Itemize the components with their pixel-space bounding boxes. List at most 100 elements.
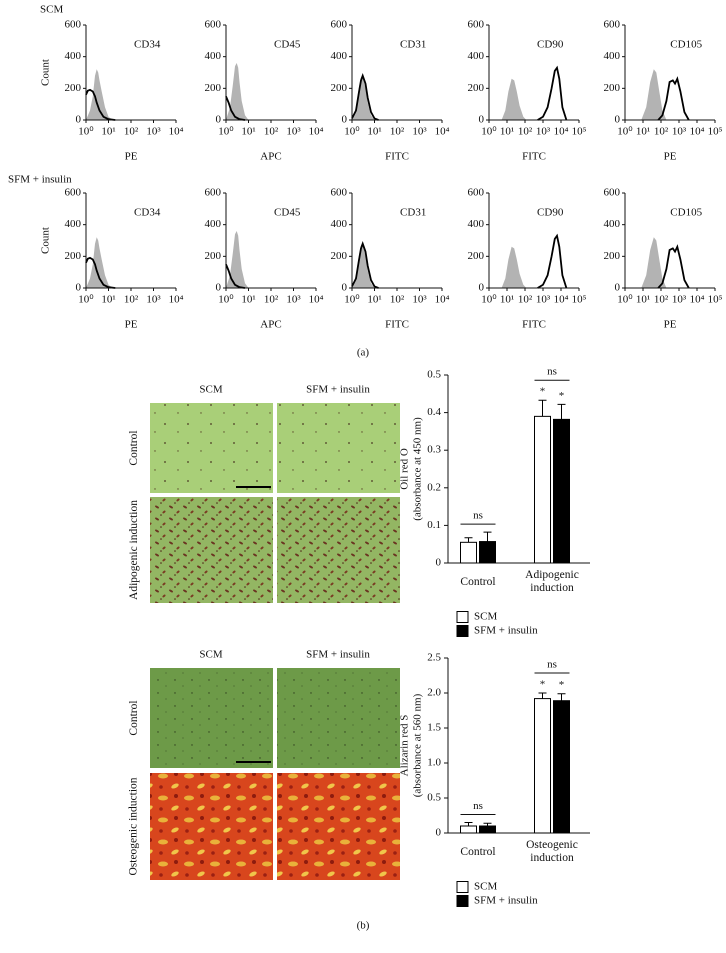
comparison-label: ns [547,659,557,671]
histogram-area [86,237,113,288]
y-tick-label: 600 [331,187,348,199]
x-tick-label-box: Control [460,846,495,858]
y-tick-label: 0 [76,282,82,294]
y-tick-label: 0.4 [427,406,441,418]
y-tick-label: 0 [615,282,621,294]
micrograph [277,497,400,603]
row-label: SFM + insulin [8,174,72,186]
histogram-area [501,78,527,120]
x-tick-label: 10³ [146,126,161,138]
row-label-box: Control [128,700,140,735]
row-label: Control [127,430,140,466]
y-tick-label: 200 [468,250,485,262]
column-label: SCM [199,384,222,396]
y-tick-label: 400 [65,218,82,230]
histogram-area [352,243,375,288]
panel-label: (a) [357,347,370,359]
x-tick-label: 10² [264,126,279,138]
y-tick-label: 0 [479,114,485,126]
bar [534,698,551,834]
y-tick-label: 600 [468,19,485,31]
x-tick-label: 10⁴ [169,294,184,306]
x-tick-label: 10⁴ [690,126,705,138]
y-tick-label: 600 [205,19,222,31]
histogram-line [657,76,690,121]
y-axis-label: (absorbance at 560 nm) [412,693,424,797]
legend-label: SCM [474,881,497,893]
y-tick-label: 1.5 [427,722,441,734]
bar [553,418,570,564]
micrograph [150,497,273,603]
error-bar [557,403,566,420]
micrograph [150,403,273,493]
x-tick-label: 10¹ [636,126,650,138]
legend-swatch [456,625,469,637]
histogram-area [86,69,113,120]
error-bar [557,693,566,701]
bar [553,700,570,834]
error-bar [538,399,547,417]
legend-label: SCM [474,611,497,623]
x-axis-label: APC [260,319,281,331]
histogram-area [226,63,249,120]
histogram-area [352,75,375,120]
x-tick-label: 10³ [412,126,427,138]
x-tick-label: 10¹ [367,294,381,306]
y-axis-label: Alizarin red S [399,715,411,777]
micrograph [277,773,400,880]
x-tick-label: 10⁰ [481,126,497,138]
x-tick-label: 10¹ [636,294,650,306]
x-tick-label: 10³ [536,126,551,138]
x-tick-label: 10² [518,126,533,138]
micrograph [277,668,400,768]
error-bar [464,822,473,826]
y-tick-label: 200 [604,250,621,262]
x-tick-label: 10¹ [241,294,255,306]
x-tick-label: 10³ [286,126,301,138]
x-tick-label: 10³ [146,294,161,306]
significance-star: * [559,390,565,402]
y-tick-label: 0 [436,827,442,839]
x-axis-label: PE [125,319,138,331]
y-tick-label: 2.5 [427,652,441,664]
x-tick-label: 10⁴ [435,294,450,306]
x-tick-label: 10² [390,294,405,306]
row-label: Osteogenic induction [127,777,140,876]
bar [460,825,477,834]
y-tick-label: 600 [65,19,82,31]
y-tick-label: 200 [331,250,348,262]
y-tick-label: 1.0 [427,757,441,769]
histogram-line [225,263,246,289]
histogram-line [537,65,568,121]
y-axis-label: (absorbance at 450 nm) [412,417,424,521]
x-tick-label: 10⁴ [554,294,569,306]
x-tick-label: 10³ [286,294,301,306]
histogram-line [351,73,379,121]
x-tick-label: 10⁰ [344,294,360,306]
x-tick-label: 10³ [536,294,551,306]
y-tick-label: 400 [604,218,621,230]
panel-title: CD90 [537,207,564,219]
y-tick-label: 600 [331,19,348,31]
y-tick-label: 2.0 [427,687,441,699]
y-axis-label: Count [40,227,52,254]
y-tick-label: 200 [65,82,82,94]
x-tick-label: 10² [518,294,533,306]
x-tick-label: 10⁰ [78,294,94,306]
x-tick-label: 10² [264,294,279,306]
y-tick-label: 0.5 [427,369,441,381]
x-tick-label-box: Osteogenic induction [526,839,578,864]
x-tick-label: 10¹ [500,294,514,306]
row-label-box: Control [127,430,140,466]
y-tick-label: 400 [331,218,348,230]
x-tick-label: 10² [124,126,139,138]
x-axis-label: PE [664,319,677,331]
histogram-area [641,237,667,288]
x-tick-label: Control [460,575,496,588]
histogram-line [657,244,690,289]
x-tick-label: 10⁴ [309,294,324,306]
x-tick-label: 10¹ [101,126,115,138]
x-tick-label: 10³ [672,294,687,306]
x-tick-label: 10¹ [241,126,255,138]
